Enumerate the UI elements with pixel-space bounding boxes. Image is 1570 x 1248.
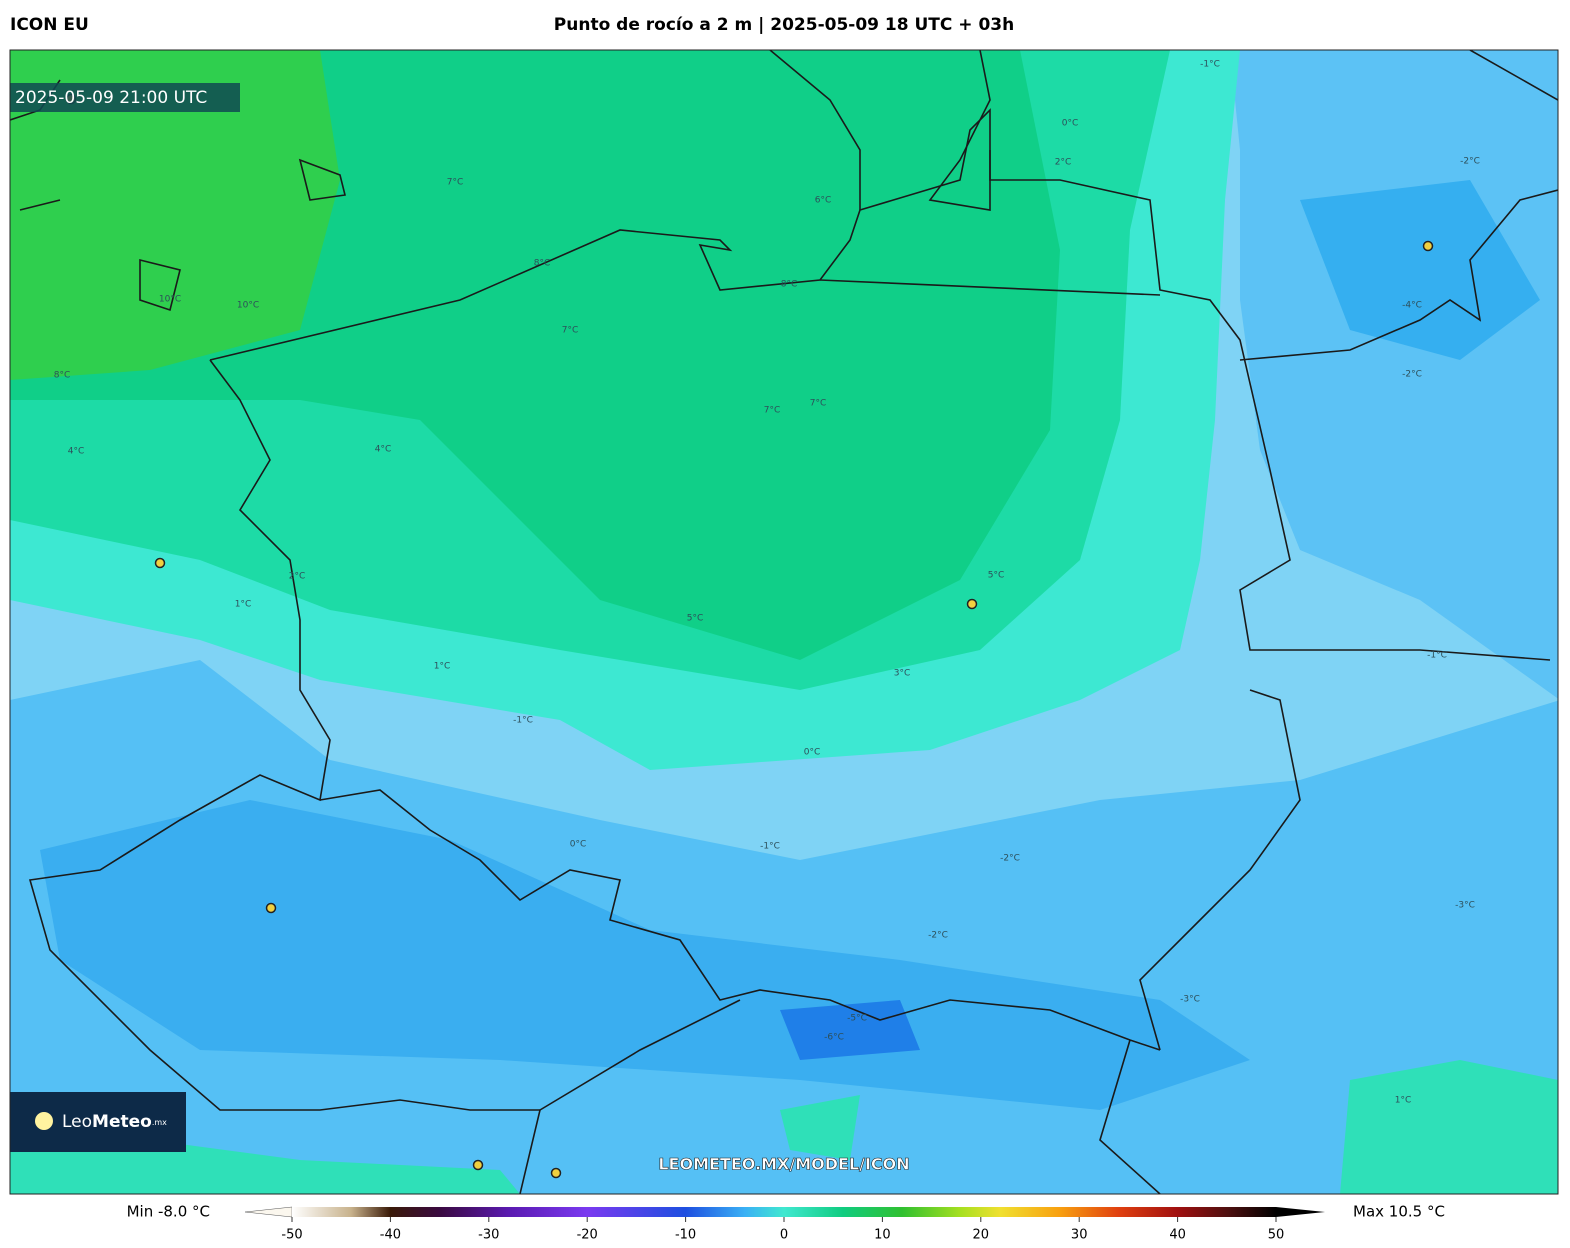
map-frame <box>9 49 1559 1195</box>
colorbar-ticks: -50 -40 -30 -20 -10 0 10 20 30 40 50 <box>281 1217 1284 1243</box>
contour-label: -1°C <box>513 716 533 726</box>
contour-label: -5°C <box>847 1014 867 1024</box>
contour-label: 1°C <box>1395 1096 1412 1106</box>
logo-light: Leo <box>62 1112 92 1132</box>
country-border <box>539 999 1161 1194</box>
contour-label: -6°C <box>824 1033 844 1043</box>
contour-label: 0°C <box>1062 119 1079 129</box>
coast <box>928 50 991 211</box>
contour-labels: 10°C 10°C 8°C 8°C 8°C 7°C 7°C 7°C 7°C 6°C 5°C 5°C 4°… <box>54 60 1480 1106</box>
legend-min: Min -8.0 °C <box>127 1203 210 1221</box>
city <box>550 1167 562 1179</box>
city <box>154 557 166 569</box>
city <box>472 1159 484 1171</box>
contour-label: 10°C <box>159 295 181 305</box>
contour-label: 6°C <box>815 196 832 206</box>
colorbar-tick-label: -20 <box>577 1228 598 1243</box>
contour-label: 4°C <box>375 445 392 455</box>
colorbar <box>292 1207 1276 1217</box>
colorbar-tick-label: -50 <box>281 1228 302 1243</box>
colorbar-tick-label: 10 <box>874 1228 891 1243</box>
colorbar-tick-label: -40 <box>380 1228 401 1243</box>
contour-label: 3°C <box>894 669 911 679</box>
colorbar-tick-label: -30 <box>478 1228 499 1243</box>
country-border <box>1239 50 1558 361</box>
logo: LeoMeteo.mx <box>62 1112 167 1132</box>
field-east-low <box>1300 180 1540 360</box>
colorbar-tick-label: 20 <box>973 1228 990 1243</box>
contour-label: 8°C <box>781 280 798 290</box>
city <box>265 902 277 914</box>
watermark: LEOMETEO.MX/MODEL/ICON <box>658 1155 909 1174</box>
contour-label: 0°C <box>570 840 587 850</box>
logo-suffix: .mx <box>152 1118 167 1127</box>
country-border <box>319 789 1161 1051</box>
contour-label: -2°C <box>1000 854 1020 864</box>
map-title: Punto de rocío a 2 m | 2025-05-09 18 UTC… <box>554 15 1014 35</box>
contour-label: 7°C <box>764 406 781 416</box>
colorbar-tick-label: 0 <box>780 1228 788 1243</box>
contour-label: -4°C <box>1402 301 1422 311</box>
colorbar-tick-label: 40 <box>1169 1228 1186 1243</box>
field-teal-south <box>10 1060 1558 1194</box>
contour-label: 4°C <box>68 447 85 457</box>
contour-label: -3°C <box>1455 901 1475 911</box>
contour-label: -1°C <box>760 842 780 852</box>
colorbar-tick-label: -10 <box>675 1228 696 1243</box>
contour-label: 5°C <box>687 614 704 624</box>
contour-label: 7°C <box>447 178 464 188</box>
contour-label: 10°C <box>237 301 259 311</box>
contour-label: -2°C <box>1402 370 1422 380</box>
country-border <box>819 279 1161 296</box>
field-south-low <box>40 800 1250 1110</box>
city <box>966 598 978 610</box>
logo-sun <box>35 1112 53 1130</box>
model-name: ICON EU <box>10 15 89 35</box>
contour-label: 8°C <box>54 371 71 381</box>
contour-label: 1°C <box>434 662 451 672</box>
contour-label: -2°C <box>928 931 948 941</box>
contour-label: 7°C <box>562 326 579 336</box>
contour-label: 2°C <box>289 572 306 582</box>
contour-label: 0°C <box>804 748 821 758</box>
contour-label: -1°C <box>1427 651 1447 661</box>
country-border <box>209 108 1551 661</box>
contour-label: 2°C <box>1055 158 1072 168</box>
contour-label: -2°C <box>1460 157 1480 167</box>
coast <box>769 50 861 210</box>
contour-label: 7°C <box>810 399 827 409</box>
colorbar-tick-label: 30 <box>1071 1228 1088 1243</box>
cities <box>65 93 1434 1179</box>
city <box>1422 240 1434 252</box>
contour-label: -1°C <box>1200 60 1220 70</box>
colorbar-extend-high <box>1276 1207 1325 1217</box>
field-min <box>780 1000 920 1060</box>
field-green-warm <box>10 50 340 380</box>
contour-label: -3°C <box>1180 995 1200 1005</box>
logo-bold: Meteo <box>92 1112 152 1132</box>
country-border <box>28 359 542 1194</box>
colorbar-tick-label: 50 <box>1268 1228 1285 1243</box>
timestamp-box <box>10 83 240 112</box>
contour-label: 1°C <box>235 600 252 610</box>
contour-label: 8°C <box>534 259 551 269</box>
map: 10°C 10°C 8°C 8°C 8°C 7°C 7°C 7°C 7°C 6°C 5°C 5°C 4°… <box>10 50 1558 1194</box>
country-border <box>1139 689 1301 1051</box>
contour-label: 5°C <box>988 571 1005 581</box>
colorbar-extend-low <box>244 1206 293 1218</box>
legend-max: Max 10.5 °C <box>1353 1203 1445 1221</box>
timestamp: 2025-05-09 21:00 UTC <box>15 88 207 108</box>
